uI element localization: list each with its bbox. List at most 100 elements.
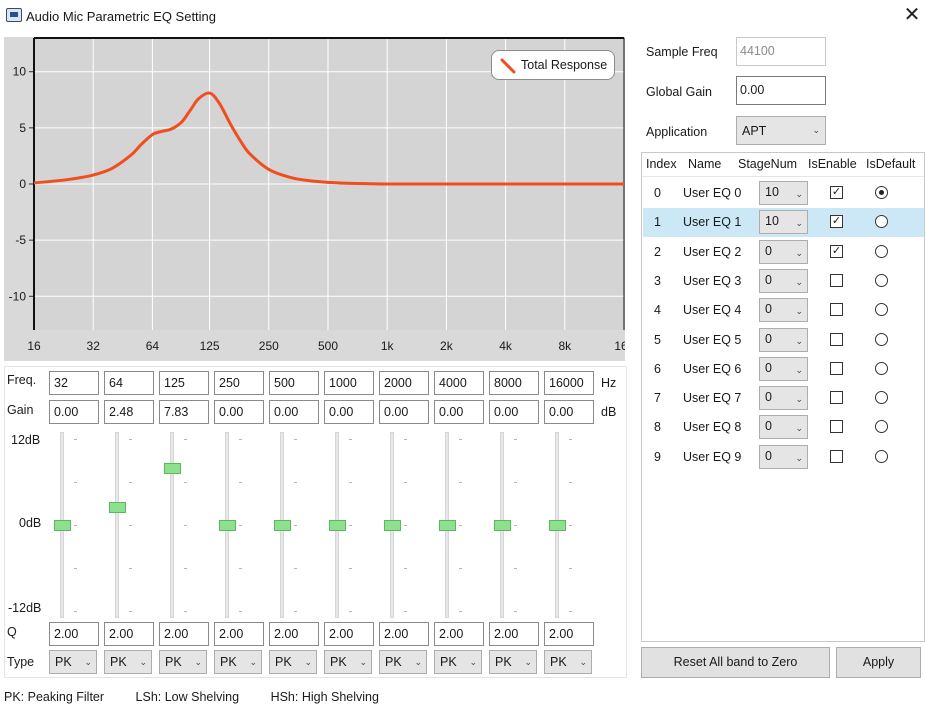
band-type-value: PK [385, 655, 402, 669]
band-gain-input[interactable]: 2.48 [104, 400, 154, 424]
band-gain-slider-thumb[interactable] [164, 463, 181, 474]
eq-table-row[interactable]: 1 User EQ 1 10 ⌄ ✓ [643, 208, 924, 237]
band-type-select[interactable]: PK ⌄ [214, 650, 262, 674]
is-enable-checkbox[interactable] [830, 450, 843, 463]
is-enable-checkbox[interactable] [830, 333, 843, 346]
band-gain-input[interactable]: 0.00 [49, 400, 99, 424]
is-default-radio[interactable] [875, 274, 888, 287]
band-type-select[interactable]: PK ⌄ [434, 650, 482, 674]
band-gain-slider-thumb[interactable] [54, 520, 71, 531]
stage-num-select[interactable]: 0 ⌄ [759, 386, 808, 410]
band-freq-input[interactable]: 4000 [434, 371, 484, 395]
band-type-select[interactable]: PK ⌄ [489, 650, 537, 674]
band-gain-input[interactable]: 0.00 [544, 400, 594, 424]
is-default-radio[interactable] [875, 245, 888, 258]
eq-table-row[interactable]: 5 User EQ 5 0 ⌄ [643, 326, 924, 355]
is-enable-checkbox[interactable]: ✓ [830, 186, 843, 199]
is-enable-checkbox[interactable]: ✓ [830, 245, 843, 258]
reset-all-button[interactable]: Reset All band to Zero [641, 647, 830, 678]
band-freq-input[interactable]: 125 [159, 371, 209, 395]
band-gain-slider-thumb[interactable] [329, 520, 346, 531]
is-enable-checkbox[interactable] [830, 303, 843, 316]
band-freq-input[interactable]: 8000 [489, 371, 539, 395]
band-gain-input[interactable]: 0.00 [379, 400, 429, 424]
band-gain-input[interactable]: 0.00 [434, 400, 484, 424]
band-gain-slider-thumb[interactable] [274, 520, 291, 531]
band-q-input[interactable]: 2.00 [489, 622, 539, 646]
band-type-select[interactable]: PK ⌄ [379, 650, 427, 674]
stage-num-select[interactable]: 10 ⌄ [759, 181, 808, 205]
band-type-select[interactable]: PK ⌄ [269, 650, 317, 674]
stage-num-select[interactable]: 0 ⌄ [759, 415, 808, 439]
is-default-radio[interactable] [875, 391, 888, 404]
is-default-radio[interactable] [875, 303, 888, 316]
band-freq-input[interactable]: 16000 [544, 371, 594, 395]
band-freq-input[interactable]: 1000 [324, 371, 374, 395]
band-gain-input[interactable]: 0.00 [214, 400, 264, 424]
band-q-input[interactable]: 2.00 [324, 622, 374, 646]
band-freq-input[interactable]: 32 [49, 371, 99, 395]
band-q-input[interactable]: 2.00 [49, 622, 99, 646]
band-type-select[interactable]: PK ⌄ [104, 650, 152, 674]
stage-num-select[interactable]: 0 ⌄ [759, 298, 808, 322]
eq-table-row[interactable]: 3 User EQ 3 0 ⌄ [643, 267, 924, 296]
is-default-radio[interactable] [875, 215, 888, 228]
band-type-select[interactable]: PK ⌄ [544, 650, 592, 674]
stage-num-select[interactable]: 0 ⌄ [759, 445, 808, 469]
is-default-radio[interactable] [875, 362, 888, 375]
band-q-input[interactable]: 2.00 [104, 622, 154, 646]
stage-num-select[interactable]: 0 ⌄ [759, 328, 808, 352]
band-gain-slider-thumb[interactable] [109, 502, 126, 513]
band-q-input[interactable]: 2.00 [434, 622, 484, 646]
band-gain-slider-track[interactable] [170, 432, 174, 618]
band-type-select[interactable]: PK ⌄ [49, 650, 97, 674]
apply-button[interactable]: Apply [836, 647, 921, 678]
band-gain-slider-track[interactable] [115, 432, 119, 618]
is-enable-checkbox[interactable] [830, 420, 843, 433]
band-type-select[interactable]: PK ⌄ [159, 650, 207, 674]
eq-table-row[interactable]: 0 User EQ 0 10 ⌄ ✓ [643, 179, 924, 208]
is-enable-checkbox[interactable] [830, 274, 843, 287]
band-gain-input[interactable]: 0.00 [324, 400, 374, 424]
stage-num-select[interactable]: 0 ⌄ [759, 357, 808, 381]
eq-table-row[interactable]: 7 User EQ 7 0 ⌄ [643, 384, 924, 413]
band-q-input[interactable]: 2.00 [544, 622, 594, 646]
eq-table-row[interactable]: 9 User EQ 9 0 ⌄ [643, 443, 924, 472]
band-gain-slider-thumb[interactable] [494, 520, 511, 531]
global-gain-input[interactable]: 0.00 [736, 76, 826, 105]
band-gain-slider-thumb[interactable] [384, 520, 401, 531]
stage-num-select[interactable]: 10 ⌄ [759, 210, 808, 234]
band-q-input[interactable]: 2.00 [159, 622, 209, 646]
band-q-input[interactable]: 2.00 [379, 622, 429, 646]
band-freq-input[interactable]: 250 [214, 371, 264, 395]
band-q-input[interactable]: 2.00 [269, 622, 319, 646]
application-value: APT [742, 124, 766, 138]
x-tick-label: 16 [27, 339, 41, 353]
is-enable-checkbox[interactable] [830, 391, 843, 404]
eq-table-row[interactable]: 8 User EQ 8 0 ⌄ [643, 413, 924, 442]
band-gain-slider-thumb[interactable] [219, 520, 236, 531]
band-freq-input[interactable]: 2000 [379, 371, 429, 395]
band-gain-slider-thumb[interactable] [439, 520, 456, 531]
close-button[interactable]: ✕ [900, 4, 924, 28]
is-enable-checkbox[interactable]: ✓ [830, 215, 843, 228]
stage-num-select[interactable]: 0 ⌄ [759, 240, 808, 264]
band-type-select[interactable]: PK ⌄ [324, 650, 372, 674]
is-default-radio[interactable] [875, 333, 888, 346]
band-q-input[interactable]: 2.00 [214, 622, 264, 646]
eq-table-row[interactable]: 2 User EQ 2 0 ⌄ ✓ [643, 238, 924, 267]
is-default-radio[interactable] [875, 450, 888, 463]
stage-num-select[interactable]: 0 ⌄ [759, 269, 808, 293]
is-default-radio[interactable] [875, 420, 888, 433]
eq-table-row[interactable]: 4 User EQ 4 0 ⌄ [643, 296, 924, 325]
is-default-radio[interactable] [875, 186, 888, 199]
band-gain-input[interactable]: 0.00 [269, 400, 319, 424]
band-freq-input[interactable]: 500 [269, 371, 319, 395]
band-gain-input[interactable]: 0.00 [489, 400, 539, 424]
application-select[interactable]: APT ⌄ [736, 116, 826, 145]
band-freq-input[interactable]: 64 [104, 371, 154, 395]
band-gain-input[interactable]: 7.83 [159, 400, 209, 424]
band-gain-slider-thumb[interactable] [549, 520, 566, 531]
eq-table-row[interactable]: 6 User EQ 6 0 ⌄ [643, 355, 924, 384]
is-enable-checkbox[interactable] [830, 362, 843, 375]
